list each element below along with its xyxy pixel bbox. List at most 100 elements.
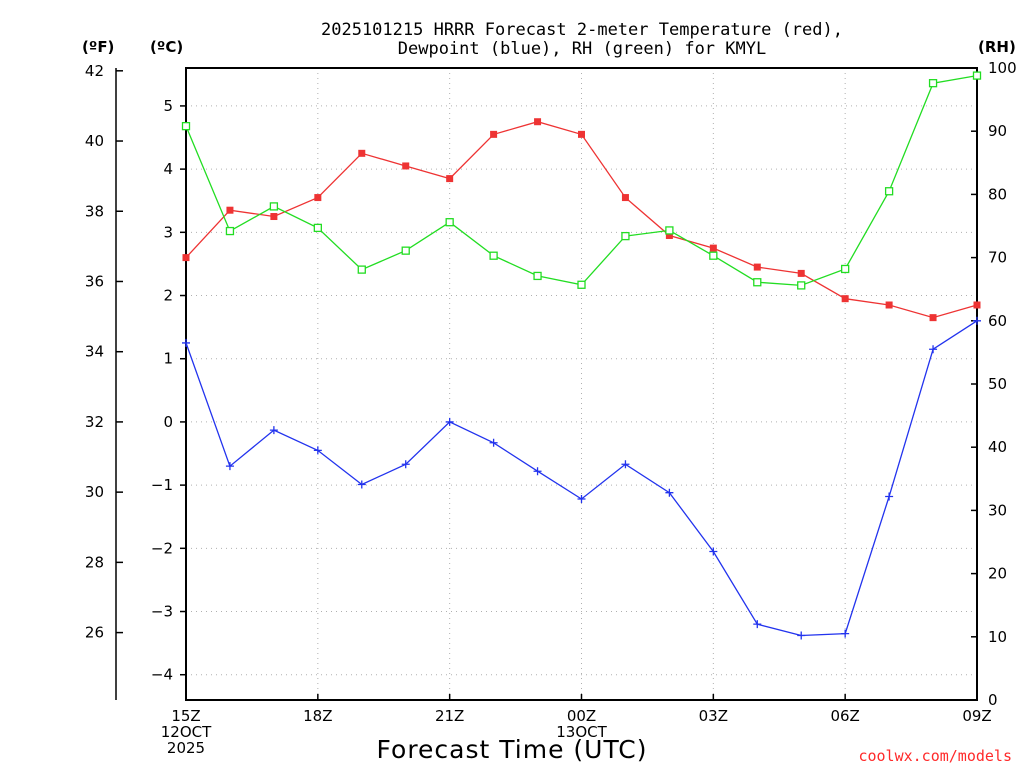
rh-point <box>489 251 498 260</box>
fahrenheit-tick-label: 28 <box>85 553 104 571</box>
chart-title-line-2: Dewpoint (blue), RH (green) for KMYL <box>398 39 766 59</box>
rh-point <box>269 202 279 211</box>
dewpoint-point <box>533 467 542 476</box>
celsius-tick-label: 0 <box>163 413 173 431</box>
dewpoint-point <box>225 462 234 471</box>
rh-tick-label: 10 <box>988 628 1007 646</box>
temperature-point <box>709 244 717 252</box>
fahrenheit-tick-label: 30 <box>85 483 104 501</box>
fahrenheit-tick-label: 38 <box>85 202 104 220</box>
temperature-point <box>841 295 849 303</box>
temperature-point <box>358 149 366 157</box>
temperature-point <box>753 263 761 271</box>
fahrenheit-tick-label: 32 <box>85 413 104 431</box>
time-tick-label: 21Z <box>435 707 464 725</box>
rh-point <box>621 231 630 241</box>
rh-point <box>753 278 762 287</box>
dewpoint-point <box>621 460 630 469</box>
dewpoint-point <box>929 345 938 354</box>
rh-tick-label: 70 <box>988 249 1007 267</box>
rh-point <box>972 71 982 80</box>
time-tick-label: 18Z <box>303 707 332 725</box>
fahrenheit-tick-label: 34 <box>85 343 104 361</box>
dewpoint-point <box>489 438 498 447</box>
temperature-point <box>314 194 322 202</box>
dewpoint-point <box>401 460 410 469</box>
time-tick-label: 12OCT <box>161 723 212 741</box>
rh-point <box>709 251 718 260</box>
rh-point <box>841 264 850 274</box>
dewpoint-series <box>182 316 981 640</box>
dewpoint-point <box>577 495 586 504</box>
rh-point <box>181 121 191 131</box>
celsius-axis: 5 4 3 2 1 0 −1 −2 −3 −4 <box>151 97 186 684</box>
rh-tick-label: 90 <box>988 122 1007 140</box>
dewpoint-point <box>445 417 454 426</box>
dewpoint-point <box>753 620 762 629</box>
rh-series <box>181 71 982 290</box>
rh-tick-label: 80 <box>988 185 1007 203</box>
rh-point <box>533 271 542 281</box>
temperature-series <box>182 118 981 322</box>
fahrenheit-tick-label: 40 <box>85 132 104 150</box>
dewpoint-point <box>973 316 981 325</box>
chart-title-line-1: 2025101215 HRRR Forecast 2-meter Tempera… <box>321 20 843 40</box>
rh-point <box>401 246 410 255</box>
rh-tick-label: 30 <box>988 501 1007 519</box>
temperature-point <box>929 314 937 322</box>
time-tick-label: 09Z <box>962 707 991 725</box>
data-series <box>181 71 982 640</box>
rh-point <box>445 218 454 227</box>
celsius-tick-label: −2 <box>151 539 173 557</box>
celsius-tick-label: −1 <box>151 476 173 494</box>
dewpoint-point <box>885 492 894 501</box>
rh-tick-label: 0 <box>988 691 998 709</box>
rh-point <box>797 281 806 290</box>
grid-lines <box>186 68 977 700</box>
temperature-point <box>973 301 981 309</box>
celsius-tick-label: 1 <box>163 350 173 368</box>
x-axis-title: Forecast Time (UTC) <box>377 735 648 764</box>
time-tick-label: 06Z <box>830 707 859 725</box>
temperature-point <box>226 206 234 214</box>
temperature-point <box>446 175 454 183</box>
celsius-tick-label: −3 <box>151 603 173 621</box>
rh-tick-label: 60 <box>988 312 1007 330</box>
rh-point <box>577 280 586 289</box>
fahrenheit-tick-label: 36 <box>85 272 104 290</box>
dewpoint-point <box>665 488 674 497</box>
temperature-point <box>621 194 629 202</box>
rh-unit-label: (RH) <box>978 38 1016 56</box>
rh-point <box>357 265 366 274</box>
rh-point <box>225 226 235 236</box>
dewpoint-point <box>269 426 278 435</box>
temperature-point <box>182 254 190 262</box>
celsius-tick-label: 2 <box>163 287 173 305</box>
fahrenheit-axis: 42 40 38 36 34 32 30 28 26 <box>85 62 123 642</box>
fahrenheit-tick-label: 42 <box>85 62 104 80</box>
fahrenheit-unit-label: (ºF) <box>82 38 114 56</box>
credit-text: coolwx.com/models <box>858 747 1012 765</box>
dewpoint-point <box>357 480 366 489</box>
celsius-tick-label: 4 <box>163 160 173 178</box>
celsius-unit-label: (ºC) <box>150 38 183 56</box>
temperature-point <box>402 162 410 170</box>
temperature-point <box>490 130 498 138</box>
temperature-point <box>578 130 585 138</box>
fahrenheit-tick-label: 26 <box>85 624 104 642</box>
dewpoint-point <box>797 631 806 640</box>
dewpoint-point <box>182 338 190 347</box>
rh-point <box>884 187 894 196</box>
time-tick-label: 00Z <box>567 707 596 725</box>
rh-point <box>313 223 322 233</box>
temperature-point <box>270 213 278 221</box>
time-tick-label: 15Z <box>171 707 200 725</box>
time-tick-label: 03Z <box>699 707 728 725</box>
time-tick-label: 13OCT <box>556 723 607 741</box>
temperature-point <box>797 269 805 277</box>
rh-point <box>928 79 938 88</box>
temperature-point <box>665 231 673 239</box>
rh-point <box>665 226 674 235</box>
celsius-tick-label: −4 <box>151 666 173 684</box>
